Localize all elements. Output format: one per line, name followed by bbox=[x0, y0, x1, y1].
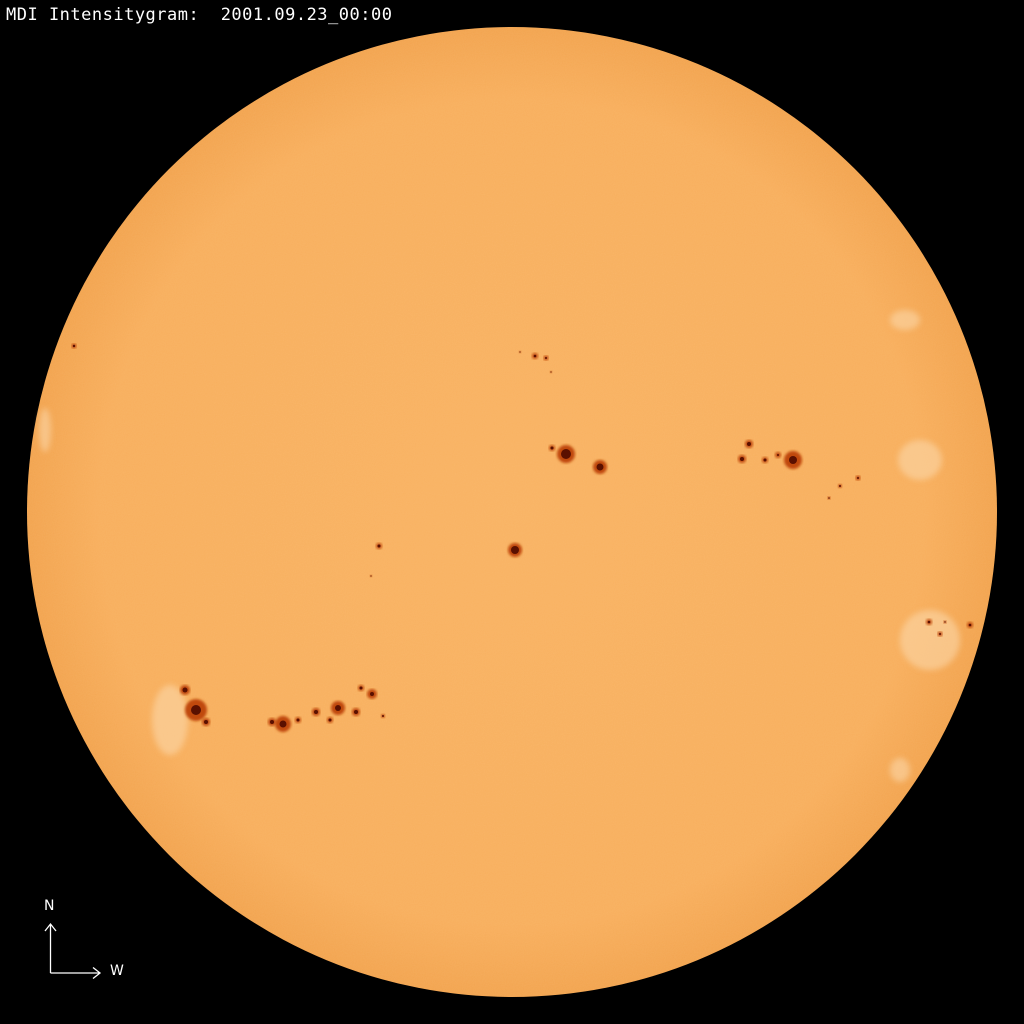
sunspot-umbra bbox=[550, 371, 552, 373]
sunspot-umbra bbox=[354, 710, 358, 714]
sunspot bbox=[745, 440, 753, 448]
sunspot-umbra bbox=[511, 546, 519, 554]
sunspot bbox=[532, 353, 538, 359]
sunspot-umbra bbox=[377, 544, 381, 548]
compass-west-label: W bbox=[110, 963, 124, 979]
granulation-texture bbox=[27, 27, 997, 997]
image-title: MDI Intensitygram: 2001.09.23_00:00 bbox=[6, 5, 393, 25]
sunspot bbox=[185, 699, 207, 721]
sunspot-umbra bbox=[182, 687, 188, 693]
sunspot-umbra bbox=[335, 705, 341, 711]
sunspot bbox=[549, 445, 555, 451]
sunspot-umbra bbox=[927, 620, 931, 624]
sunspot-umbra bbox=[314, 710, 318, 714]
sunspot-umbra bbox=[204, 720, 208, 724]
sunspot-umbra bbox=[296, 718, 300, 722]
sunspot bbox=[508, 543, 522, 557]
sunspot-umbra bbox=[191, 705, 201, 715]
sunspot bbox=[967, 622, 973, 628]
facula bbox=[890, 310, 920, 330]
sunspot-umbra bbox=[596, 463, 604, 471]
sunspot bbox=[838, 484, 842, 488]
sunspot bbox=[331, 701, 345, 715]
sunspot bbox=[549, 370, 553, 374]
facula bbox=[152, 685, 188, 755]
sunspot bbox=[202, 718, 210, 726]
sunspot-umbra bbox=[533, 354, 537, 358]
sunspot-umbra bbox=[839, 485, 841, 487]
sunspot-umbra bbox=[270, 720, 274, 724]
sunspot-umbra bbox=[519, 351, 521, 353]
sunspot bbox=[738, 455, 746, 463]
sunspot bbox=[518, 350, 522, 354]
sunspot-umbra bbox=[550, 446, 554, 450]
sunspot-umbra bbox=[359, 686, 363, 690]
sunspot bbox=[367, 689, 377, 699]
compass-north-label: N bbox=[44, 898, 55, 914]
faculae bbox=[39, 310, 960, 782]
sunspot bbox=[376, 543, 382, 549]
sunspot bbox=[827, 496, 831, 500]
sunspot bbox=[352, 708, 360, 716]
sunspot bbox=[762, 457, 768, 463]
sunspot-umbra bbox=[944, 621, 946, 623]
sunspots bbox=[71, 343, 973, 732]
sunspot bbox=[593, 460, 607, 474]
sunspot bbox=[381, 714, 385, 718]
sunspot-umbra bbox=[740, 457, 744, 461]
sunspot bbox=[358, 685, 364, 691]
facula bbox=[900, 610, 960, 670]
sunspot bbox=[784, 451, 802, 469]
facula bbox=[890, 758, 910, 782]
sunspot bbox=[926, 619, 932, 625]
sunspot-umbra bbox=[279, 720, 287, 728]
sunspot-umbra bbox=[828, 497, 830, 499]
sunspot bbox=[855, 475, 861, 481]
compass-arrows bbox=[44, 922, 102, 980]
sunspot-umbra bbox=[328, 718, 332, 722]
sunspot-umbra bbox=[939, 633, 941, 635]
sunspot-umbra bbox=[561, 449, 571, 459]
facula bbox=[39, 408, 51, 452]
sunspot bbox=[369, 574, 373, 578]
sunspot bbox=[275, 716, 291, 732]
sunspot-umbra bbox=[747, 442, 751, 446]
sunspot-umbra bbox=[370, 692, 374, 696]
sunspot-umbra bbox=[370, 575, 372, 577]
sunspot-umbra bbox=[382, 715, 384, 717]
sunspot bbox=[937, 631, 943, 637]
sunspot bbox=[268, 718, 276, 726]
sunspot bbox=[295, 717, 301, 723]
sunspot-umbra bbox=[777, 454, 779, 456]
sunspot bbox=[543, 355, 549, 361]
sunspot bbox=[943, 620, 947, 624]
sunspot-umbra bbox=[763, 458, 767, 462]
sunspot-umbra bbox=[789, 456, 797, 464]
sunspot bbox=[557, 445, 575, 463]
sunspot-umbra bbox=[545, 357, 547, 359]
sunspot-umbra bbox=[968, 623, 972, 627]
sunspot bbox=[327, 717, 333, 723]
sunspot-umbra bbox=[72, 344, 76, 348]
sunspot bbox=[180, 685, 190, 695]
sunspot bbox=[71, 343, 77, 349]
sunspot bbox=[312, 708, 320, 716]
facula bbox=[898, 440, 942, 480]
sunspot bbox=[775, 452, 781, 458]
sunspot-umbra bbox=[857, 477, 859, 479]
